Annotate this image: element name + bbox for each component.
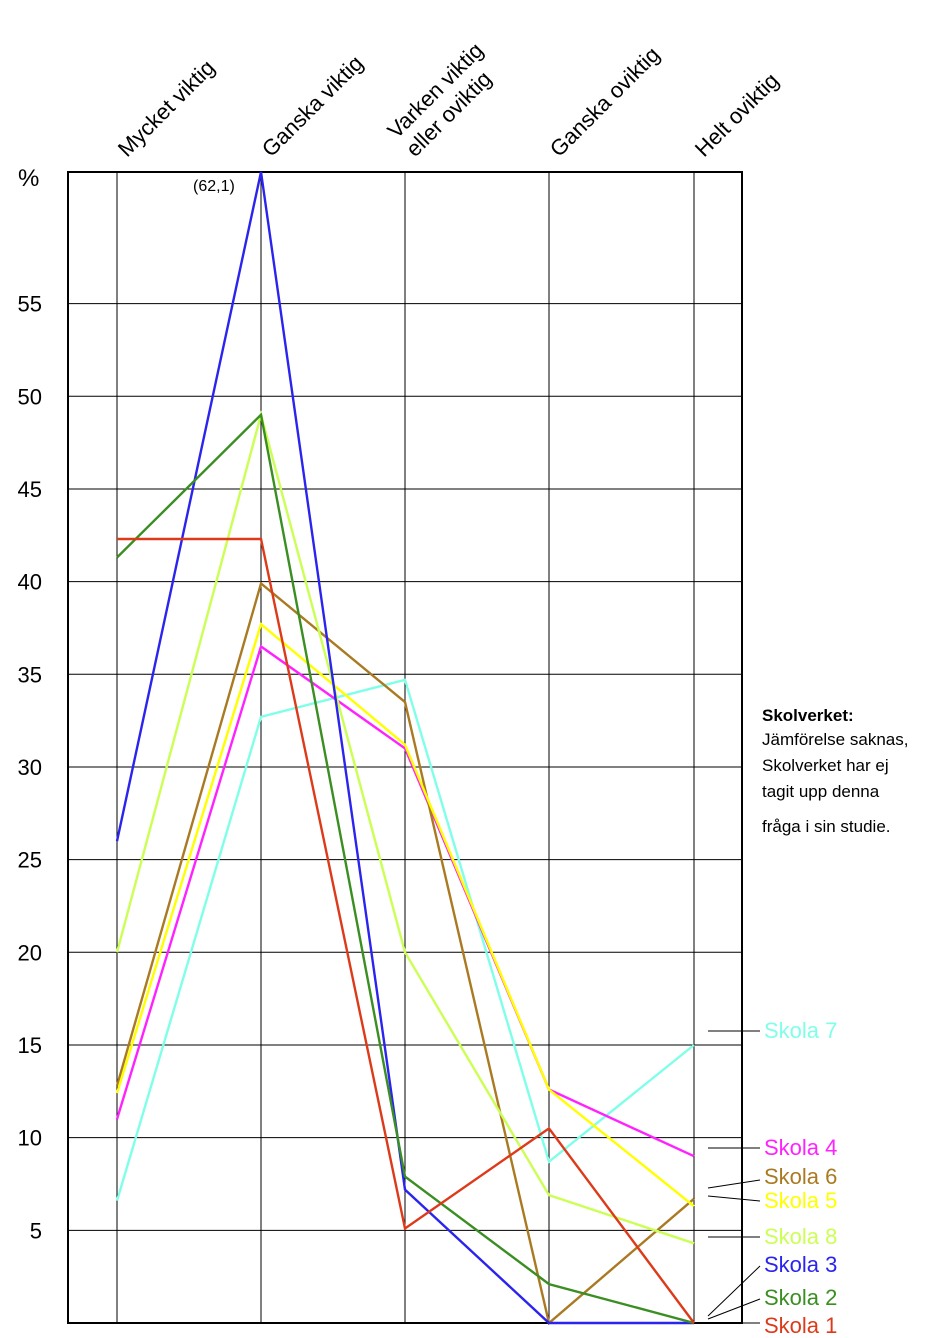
category-label: Mycket viktig xyxy=(113,55,220,162)
note-line: fråga i sin studie. xyxy=(762,817,891,836)
category-label: Helt oviktig xyxy=(690,68,784,162)
legend-label: Skola 6 xyxy=(764,1164,837,1189)
y-tick-label: 55 xyxy=(18,292,42,317)
series-line xyxy=(115,622,695,1208)
legend-label: Skola 2 xyxy=(764,1285,837,1310)
y-tick-label: 45 xyxy=(18,477,42,502)
category-label-line: Mycket viktig xyxy=(113,55,220,162)
category-label-line: Helt oviktig xyxy=(690,68,784,162)
category-label: Ganska oviktig xyxy=(545,42,665,162)
plot-border xyxy=(67,171,743,1324)
note-line: tagit upp denna xyxy=(762,782,880,801)
note-line: Skolverket har ej xyxy=(762,756,889,775)
y-tick-label: 25 xyxy=(18,848,42,873)
series-line xyxy=(115,581,695,1326)
plot-frame xyxy=(67,171,743,1324)
legend-label: Skola 3 xyxy=(764,1252,837,1277)
category-labels: Mycket viktig Ganska viktig Varken viktige… xyxy=(113,38,784,162)
series-line xyxy=(116,412,695,1325)
series-line xyxy=(115,644,695,1158)
peak-annotation: (62,1) xyxy=(193,178,235,195)
y-tick-label: 30 xyxy=(18,755,42,780)
legend-label: Skola 7 xyxy=(764,1018,837,1043)
series-line xyxy=(115,410,695,1245)
legend-label: Skola 4 xyxy=(764,1135,837,1160)
legend-leader xyxy=(707,1298,761,1320)
series-line xyxy=(117,537,695,1324)
category-label: Ganska viktig xyxy=(257,50,368,161)
note-title: Skolverket: xyxy=(762,706,854,725)
y-axis-label: % xyxy=(18,165,39,192)
y-tick-label: 50 xyxy=(18,384,42,409)
legend-label: Skola 8 xyxy=(764,1224,837,1249)
category-label-line: Ganska oviktig xyxy=(545,42,665,162)
y-tick-label: 20 xyxy=(18,940,42,965)
legend-leader xyxy=(707,1179,761,1189)
series-lines xyxy=(115,171,695,1326)
legend-leader xyxy=(707,1195,761,1202)
y-tick-label: 10 xyxy=(18,1126,42,1151)
skolverket-note: Skolverket: Jämförelse saknas, Skolverke… xyxy=(762,706,908,836)
y-tick-label: 5 xyxy=(30,1218,42,1243)
legend-label: Skola 1 xyxy=(764,1313,837,1338)
category-label-line: Ganska viktig xyxy=(257,50,368,161)
legend-leader xyxy=(707,1265,761,1317)
legend-label: Skola 5 xyxy=(764,1188,837,1213)
y-tick-labels: 5 10 15 20 25 30 35 40 45 50 55 xyxy=(18,292,42,1244)
series-line xyxy=(115,171,694,1325)
y-tick-label: 35 xyxy=(18,662,42,687)
note-line: Jämförelse saknas, xyxy=(762,730,908,749)
y-tick-label: 40 xyxy=(18,570,42,595)
y-tick-label: 15 xyxy=(18,1033,42,1058)
series-line xyxy=(115,678,695,1202)
